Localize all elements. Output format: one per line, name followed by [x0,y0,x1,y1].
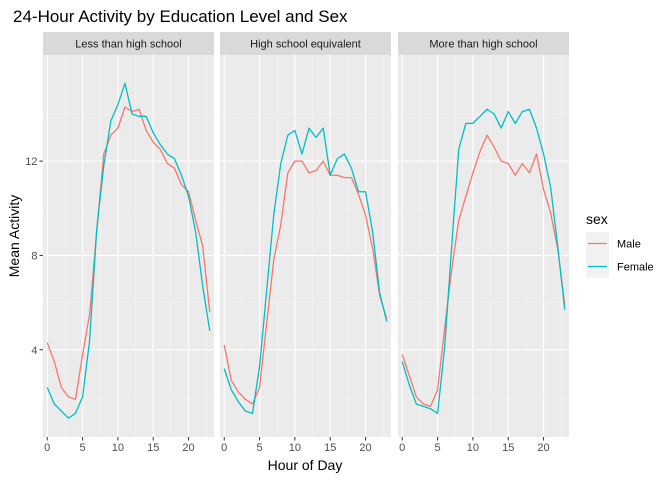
facet-strip-label: Less than high school [75,39,181,51]
facet-panel-3: More than high school 0 5 10 15 20 [398,32,569,454]
panel-background [43,55,214,437]
x-tick-label: 10 [467,442,479,454]
y-tick-label: 4 [31,345,37,357]
x-tick-label: 15 [147,442,159,454]
x-axis-title: Hour of Day [268,457,343,473]
x-tick-label: 5 [257,442,263,454]
series-line-female [223,127,388,415]
panel-background [220,55,391,437]
x-tick-label: 15 [324,442,336,454]
facet-strip [220,32,391,55]
x-tick-label: 10 [289,442,301,454]
x-tick-label: 15 [502,442,514,454]
y-axis-title: Mean Activity [6,195,22,277]
legend-label-female: Female [617,262,654,274]
panel-background [398,55,569,437]
legend-title: sex [586,211,608,227]
x-tick-label: 5 [435,442,441,454]
x-tick-label: 0 [221,442,227,454]
series-line-male [46,106,211,400]
series-line-male [223,160,388,405]
series-line-female [46,82,211,419]
x-tick-label: 20 [537,442,549,454]
facet-strip-label: High school equivalent [250,39,361,51]
facet-panel-1: Less than high school 0 5 10 15 20 [43,32,214,454]
x-tick-label: 10 [112,442,124,454]
x-tick-label: 0 [44,442,50,454]
series-line-female [401,108,566,415]
legend: sex Male Female [586,211,654,278]
facet-strip [398,32,569,55]
series-line-male [401,134,566,408]
chart-title: 24-Hour Activity by Education Level and … [13,7,348,26]
facet-strip-label: More than high school [429,39,537,51]
y-axis: 4 8 12 [25,156,43,357]
x-tick-label: 5 [80,442,86,454]
x-tick-label: 0 [399,442,405,454]
facet-panel-2: High school equivalent 0 5 10 15 20 [220,32,391,454]
x-tick-label: 20 [359,442,371,454]
x-tick-label: 20 [182,442,194,454]
legend-label-male: Male [617,239,641,251]
y-tick-label: 8 [31,250,37,262]
y-tick-label: 12 [25,156,37,168]
facet-strip [43,32,214,55]
